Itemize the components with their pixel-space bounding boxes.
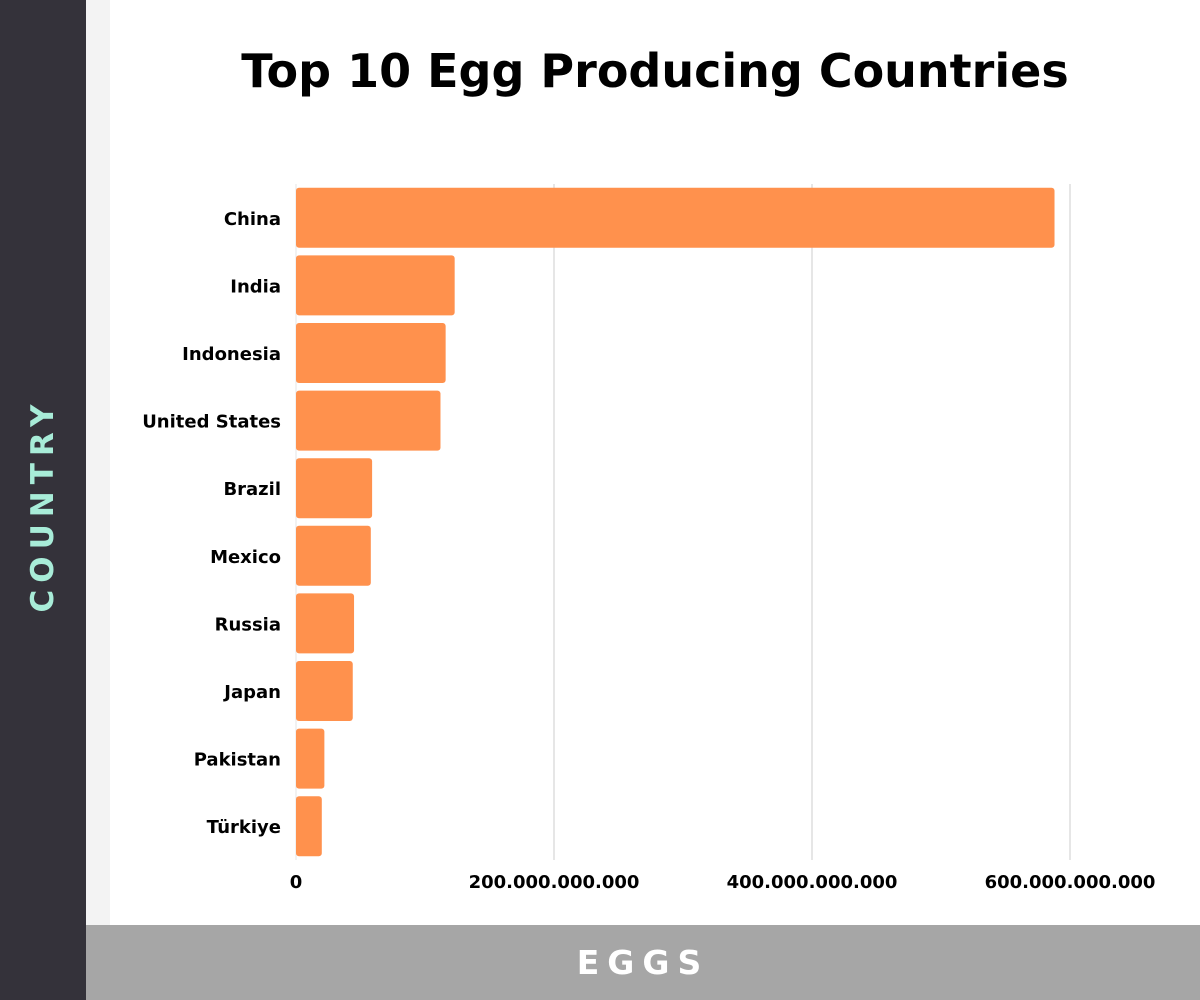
bar-brazil [296, 458, 373, 519]
bar-pakistan [296, 728, 325, 789]
category-label: Brazil [223, 479, 281, 500]
category-label: Japan [222, 682, 281, 703]
x-axis-title: EGGS [576, 943, 710, 982]
chart-title: Top 10 Egg Producing Countries [241, 44, 1069, 98]
x-tick-label: 600.000.000.000 [985, 872, 1156, 893]
bar-china [296, 187, 1055, 248]
left-stripe [86, 0, 110, 925]
category-label: Türkiye [207, 817, 281, 838]
bar-india [296, 255, 455, 316]
left-band [0, 0, 86, 1000]
category-label: India [230, 276, 281, 297]
bar-indonesia [296, 323, 446, 383]
bar-russia [296, 593, 355, 654]
bar-mexico [296, 525, 371, 586]
category-label: Mexico [210, 547, 281, 568]
x-tick-label: 0 [290, 872, 303, 893]
category-label: United States [142, 412, 281, 433]
category-label: Russia [215, 614, 281, 635]
bar-japan [296, 661, 353, 721]
category-label: Pakistan [194, 750, 281, 771]
category-label: China [224, 209, 281, 230]
category-label: Indonesia [182, 344, 281, 365]
bar-t-rkiye [296, 796, 322, 857]
bar-chart: China India Indonesia United States Brazil Me… [142, 184, 1156, 893]
x-tick-label: 400.000.000.000 [727, 872, 898, 893]
bar-united-states [296, 390, 441, 451]
x-tick-label: 200.000.000.000 [469, 872, 640, 893]
bottom-band: EGGS [86, 925, 1200, 1000]
